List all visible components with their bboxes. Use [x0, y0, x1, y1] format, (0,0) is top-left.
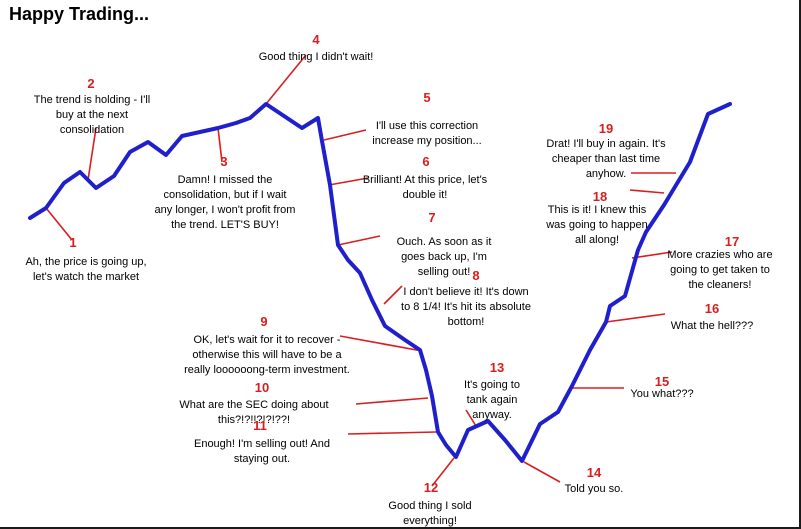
annotation-number-8: 8: [472, 268, 479, 283]
annotation-number-11: 11: [253, 418, 267, 433]
annotation-text-11: Enough! I'm selling out! And staying out.: [194, 438, 330, 465]
annotation-number-10: 10: [255, 380, 269, 395]
leader-line-17: [631, 251, 673, 259]
leader-line-3: [217, 127, 223, 163]
annotation-text-1: Ah, the price is going up, let's watch th…: [25, 256, 146, 283]
leader-line-4: [265, 54, 307, 105]
annotation-text-6: Brilliant! At this price, let's double it…: [363, 174, 488, 201]
annotation-text-4: Good thing I didn't wait!: [259, 51, 374, 63]
leader-line-13: [465, 409, 477, 427]
annotation-number-4: 4: [312, 32, 320, 47]
annotation-number-6: 6: [422, 154, 429, 169]
price-line: [28, 102, 732, 463]
annotation-number-9: 9: [260, 314, 267, 329]
leader-line-5: [323, 129, 367, 141]
annotation-text-9: OK, let's wait for it to recover -otherw…: [184, 334, 350, 376]
annotation-text-10: What are the SEC doing about this?!?!!?!?…: [179, 399, 328, 426]
annotation-number-12: 12: [424, 480, 438, 495]
annotation-text-2: The trend is holding - I'll buy at the ne…: [34, 94, 150, 136]
annotation-text-12: Good thing I sold everything!: [388, 500, 471, 527]
annotation-number-3: 3: [220, 154, 227, 169]
leader-line-1: [45, 207, 73, 241]
leader-line-12: [431, 457, 455, 487]
annotation-text-3: Damn! I missed the consolidation, but if …: [155, 174, 296, 231]
annotation-text-18: This is it! I knew this was going to happ…: [545, 204, 648, 246]
leader-line-11: [347, 431, 437, 435]
annotation-text-14: Told you so.: [565, 483, 624, 495]
leader-line-6: [328, 177, 369, 186]
leader-line-2: [87, 127, 97, 181]
annotation-text-19: Drat! I'll buy in again. It's cheaper tha…: [546, 138, 666, 180]
annotation-text-7: Ouch. As soon as it goes back up, I'm sell…: [397, 236, 492, 278]
annotation-number-16: 16: [705, 301, 719, 316]
annotation-number-18: 18: [593, 189, 607, 204]
annotation-text-13: It's going to tank again anyway.: [464, 379, 520, 421]
annotation-text-15: You what???: [630, 388, 693, 400]
annotations: 1 Ah, the price is going up, let's watch t…: [25, 32, 772, 527]
annotation-number-1: 1: [69, 235, 76, 250]
leader-lines: [45, 54, 676, 487]
annotation-number-19: 19: [599, 121, 613, 136]
annotation-number-15: 15: [655, 374, 669, 389]
annotation-text-16: What the hell???: [671, 320, 754, 332]
leader-line-18: [629, 189, 665, 194]
leader-line-8: [383, 285, 403, 305]
annotation-text-5: I'll use this correction increase my posi…: [372, 120, 481, 147]
annotation-number-14: 14: [587, 465, 602, 480]
annotation-number-2: 2: [87, 76, 94, 91]
annotation-text-17: More crazies who are going to get taken t…: [667, 249, 772, 291]
leader-line-14: [523, 461, 561, 483]
page-title: Happy Trading...: [9, 4, 150, 24]
leader-line-7: [337, 235, 381, 246]
annotation-number-13: 13: [490, 360, 504, 375]
annotation-number-7: 7: [428, 210, 435, 225]
leader-line-9: [339, 335, 423, 352]
leader-line-16: [605, 313, 666, 323]
annotation-number-17: 17: [725, 234, 739, 249]
annotation-number-5: 5: [423, 90, 430, 105]
annotation-text-8: I don't believe it! It's down to 8 1/4! I…: [401, 286, 531, 328]
leader-line-10: [355, 397, 429, 405]
